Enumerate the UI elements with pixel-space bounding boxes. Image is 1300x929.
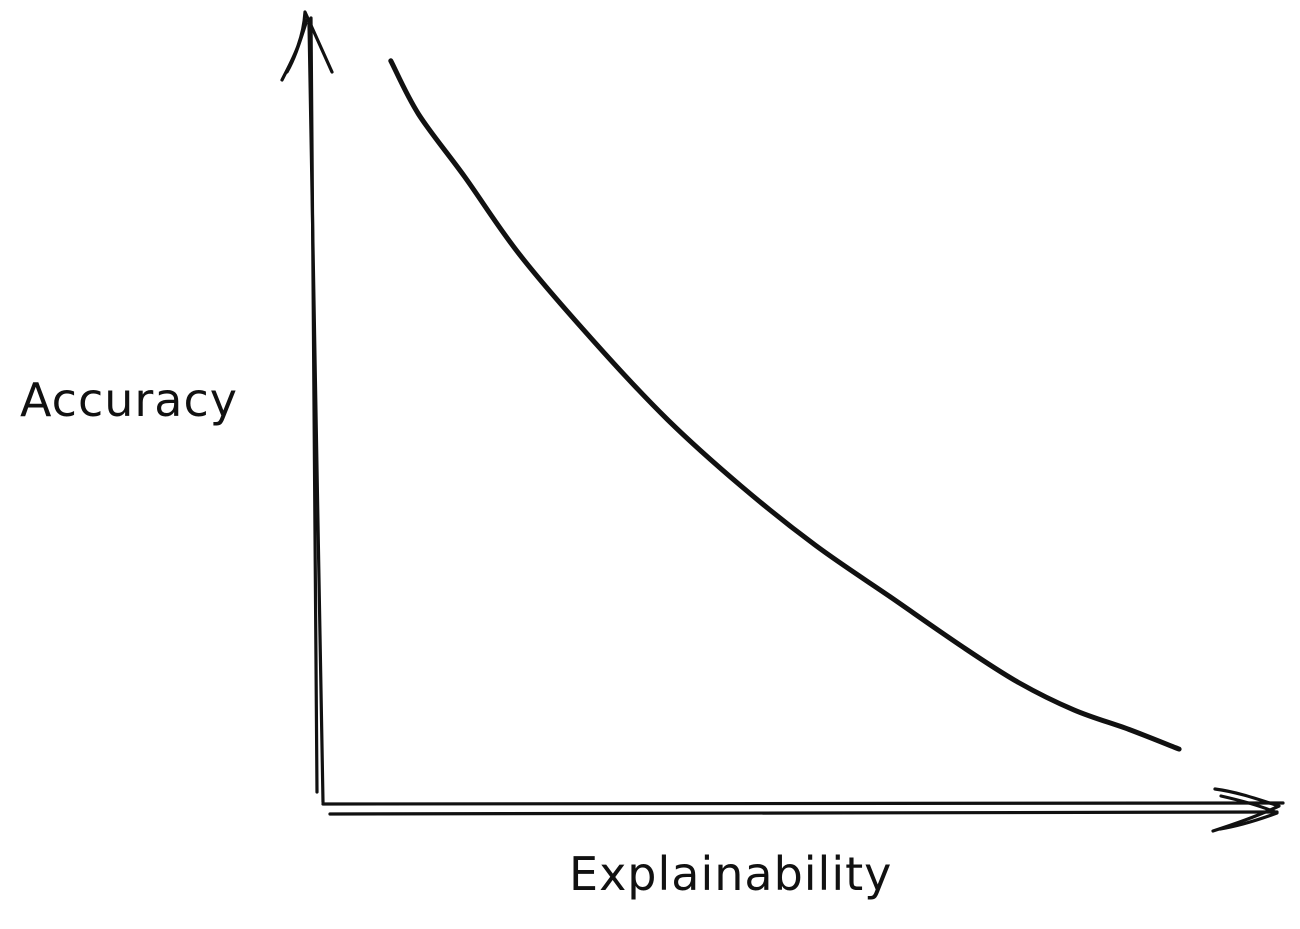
x-axis-line-second-stroke	[328, 810, 1279, 816]
y-axis-arrowhead-second-stroke	[285, 18, 309, 74]
data-series-line	[388, 58, 1182, 752]
x-axis-arrowhead	[1211, 787, 1281, 833]
x-axis-line	[321, 801, 1285, 806]
y-axis-label: Accuracy	[20, 373, 238, 427]
y-axis	[280, 10, 334, 804]
x-axis	[321, 787, 1285, 833]
y-axis-line-second-stroke	[307, 22, 325, 804]
x-axis-arrowhead-second-stroke	[1218, 794, 1279, 831]
x-axis-label: Explainability	[569, 847, 892, 901]
